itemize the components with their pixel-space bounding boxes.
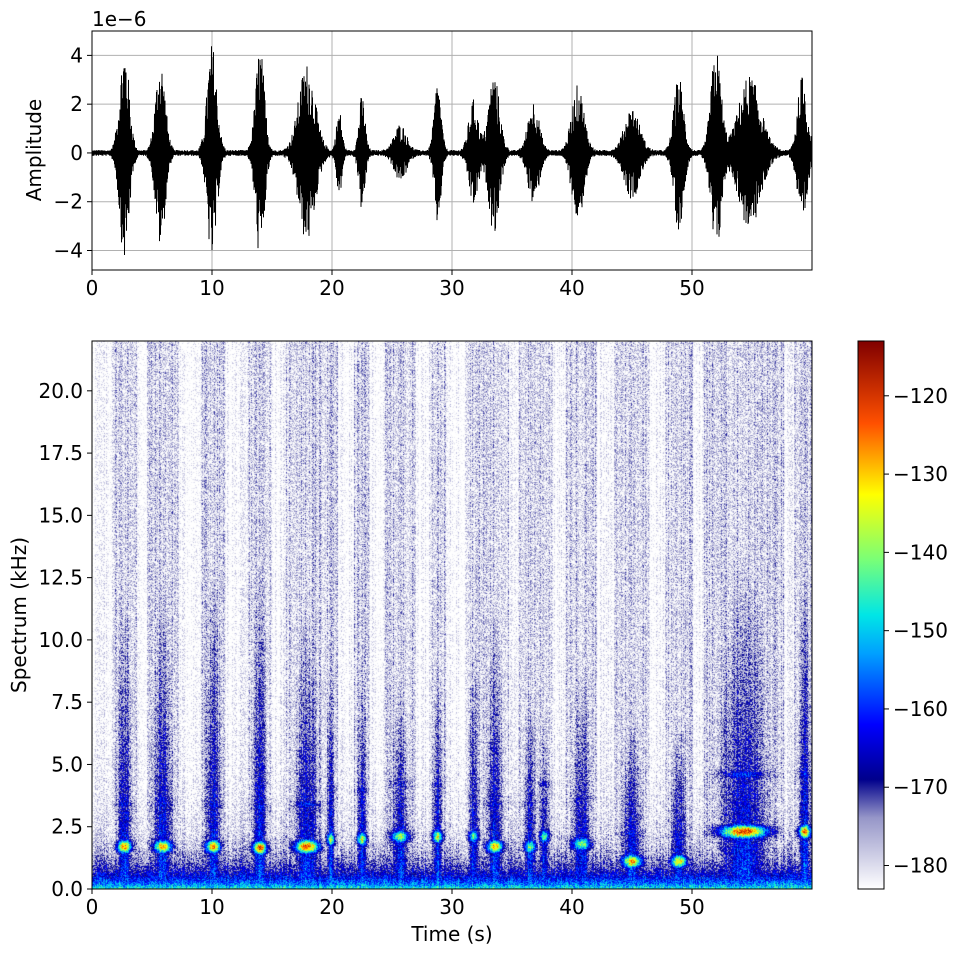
spectrogram-image-holder: [92, 341, 812, 889]
spectrogram-x-tick-label: 20: [319, 895, 344, 919]
colorbar-ticks: −120 −130 −140 −150 −160 −170 −180: [884, 384, 948, 878]
colorbar-tick-label: −160: [893, 697, 948, 721]
colorbar-tick-label: −180: [893, 854, 948, 878]
spectrogram-y-tick-label: 5.0: [51, 752, 83, 776]
spectrogram-y-tick-label: 10.0: [38, 628, 83, 652]
waveform-x-tick-label: 20: [319, 276, 344, 300]
spectrogram-y-tick-label: 2.5: [51, 815, 83, 839]
spectrogram-x-ticks: 0 10 20 30 40 50: [86, 889, 705, 919]
colorbar-tick-label: −170: [893, 775, 948, 799]
colorbar: −120 −130 −140 −150 −160 −170 −180: [857, 340, 948, 890]
spectrogram-x-tick-label: 50: [679, 895, 704, 919]
waveform-panel: 0 10 20 30 40 50 420−2−4 1e−6 Amplitude: [22, 7, 813, 300]
spectrogram-x-tick-label: 40: [559, 895, 584, 919]
spectrogram-x-axis-label: Time (s): [410, 922, 492, 946]
spectrogram-y-axis-label: Spectrum (kHz): [7, 537, 31, 693]
waveform-y-tick-label: 4: [70, 43, 83, 67]
colorbar-gradient: [857, 340, 885, 890]
waveform-x-tick-label: 50: [679, 276, 704, 300]
colorbar-tick-label: −140: [893, 540, 948, 564]
waveform-x-tick-label: 40: [559, 276, 584, 300]
spectrogram-y-tick-label: 20.0: [38, 379, 83, 403]
spectrogram-x-tick-label: 30: [439, 895, 464, 919]
spectrogram-panel: 0 10 20 30 40 50 0.0 2.5 5.0 7.5 10.0 12.5 15.0 17.5…: [7, 340, 813, 946]
spectrogram-image: [92, 341, 812, 889]
waveform-y-tick-label: 2: [70, 92, 83, 116]
waveform-x-tick-label: 30: [439, 276, 464, 300]
spectrogram-y-tick-label: 12.5: [38, 566, 83, 590]
waveform-x-ticks: 0 10 20 30 40 50: [86, 270, 705, 300]
spectrogram-x-tick-label: 10: [199, 895, 224, 919]
waveform-y-tick-label: −2: [54, 190, 83, 214]
waveform-y-axis-label: Amplitude: [22, 99, 46, 202]
waveform-line: [91, 46, 813, 255]
spectrogram-x-tick-label: 0: [86, 895, 99, 919]
colorbar-tick-label: −150: [893, 619, 948, 643]
waveform-y-tick-label: 0: [70, 141, 83, 165]
waveform-y-tick-label: −4: [54, 238, 83, 262]
spectrogram-y-ticks: 0.0 2.5 5.0 7.5 10.0 12.5 15.0 17.5 20.0: [38, 379, 92, 901]
colorbar-tick-label: −130: [893, 462, 948, 486]
spectrogram-y-tick-label: 0.0: [51, 877, 83, 901]
spectrogram-y-tick-label: 15.0: [38, 503, 83, 527]
colorbar-tick-label: −120: [893, 384, 948, 408]
spectrogram-y-tick-label: 7.5: [51, 690, 83, 714]
waveform-x-tick-label: 10: [199, 276, 224, 300]
spectrogram-y-tick-label: 17.5: [38, 441, 83, 465]
waveform-x-tick-label: 0: [86, 276, 99, 300]
waveform-offset-text: 1e−6: [92, 7, 147, 31]
waveform-y-ticks: 4 2 0 −2 −4: [54, 43, 92, 262]
